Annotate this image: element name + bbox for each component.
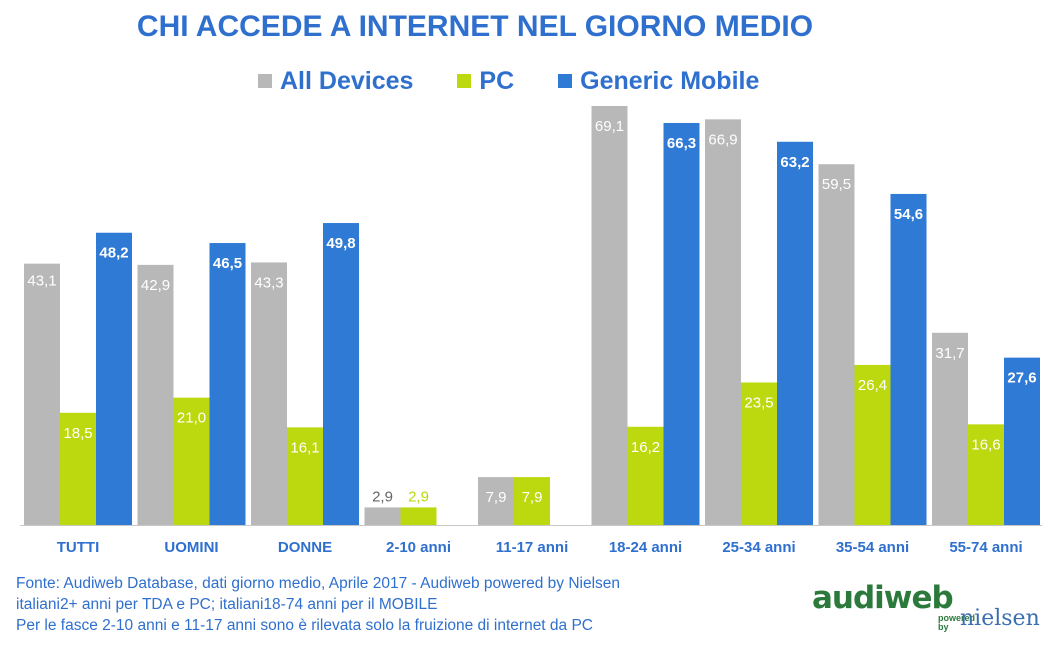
bar-pc xyxy=(400,507,437,525)
data-label: 43,3 xyxy=(254,274,283,291)
data-label: 27,6 xyxy=(1007,370,1036,387)
bar-pc xyxy=(514,477,550,525)
legend-swatch xyxy=(558,74,573,88)
legend-swatch xyxy=(258,74,272,88)
bar-generic-mobile xyxy=(890,193,927,526)
logo-wordmark: audiweb xyxy=(812,580,954,616)
bar-all-devices xyxy=(24,263,60,525)
data-label: 43,1 xyxy=(27,273,56,290)
data-label: 66,3 xyxy=(667,135,696,152)
chart-title: CHI ACCEDE A INTERNET NEL GIORNO MEDIO xyxy=(136,10,814,43)
footer-source: Fonte: Audiweb Database, dati giorno med… xyxy=(16,575,621,592)
data-label: 59,5 xyxy=(822,176,851,193)
category-label: 55-74 anni xyxy=(949,539,1022,556)
legend-label: PC xyxy=(479,66,515,95)
legend-swatch xyxy=(457,74,472,88)
data-label: 69,1 xyxy=(595,118,624,135)
bar-pc xyxy=(854,364,891,525)
category-label: 11-17 anni xyxy=(496,539,569,556)
legend-item: PC xyxy=(457,67,514,96)
category-label: 35-54 anni xyxy=(836,539,909,556)
bar-generic-mobile xyxy=(209,243,246,526)
bar-pc xyxy=(173,397,210,525)
logo-powered-by: powered by xyxy=(938,613,976,632)
data-label: 18,5 xyxy=(63,425,92,442)
data-label: 63,2 xyxy=(780,154,809,171)
bar-pc xyxy=(287,427,323,525)
legend-item: All Devices xyxy=(258,67,413,96)
data-label: 7,9 xyxy=(486,489,507,506)
bar-all-devices xyxy=(478,477,514,525)
category-label: 18-24 anni xyxy=(609,539,682,556)
bar-all-devices xyxy=(705,119,741,525)
category-label: TUTTI xyxy=(57,539,100,556)
data-label: 2,9 xyxy=(372,488,393,505)
bar-all-devices xyxy=(137,264,174,525)
legend-label: All Devices xyxy=(280,66,414,95)
logo-nielsen: nielsen xyxy=(960,606,1040,631)
data-label: 21,0 xyxy=(177,410,206,427)
bar-generic-mobile xyxy=(96,232,132,525)
bar-generic-mobile xyxy=(323,223,359,526)
data-label: 26,4 xyxy=(858,377,887,394)
data-label: 16,2 xyxy=(631,439,660,456)
bar-pc xyxy=(627,426,664,525)
legend-label: Generic Mobile xyxy=(580,66,760,95)
data-label: 7,9 xyxy=(522,489,543,506)
data-label: 16,6 xyxy=(971,436,1000,453)
bar-generic-mobile xyxy=(1004,357,1040,525)
data-label: 54,6 xyxy=(894,206,923,223)
data-label: 42,9 xyxy=(141,277,170,294)
footer-note: Per le fasce 2-10 anni e 11-17 anni sono… xyxy=(16,617,594,634)
category-label: 2-10 anni xyxy=(386,539,451,556)
legend-item: Generic Mobile xyxy=(558,67,759,96)
data-label: 46,5 xyxy=(213,255,242,272)
bar-all-devices xyxy=(818,164,855,525)
data-label: 31,7 xyxy=(935,345,964,362)
bar-all-devices xyxy=(251,262,287,525)
data-label: 48,2 xyxy=(99,245,128,262)
footer-population: italiani2+ anni per TDA e PC; italiani18… xyxy=(16,596,438,613)
bar-all-devices xyxy=(364,507,401,525)
bar-generic-mobile xyxy=(777,141,813,525)
category-label: DONNE xyxy=(278,539,332,556)
bar-generic-mobile xyxy=(663,122,700,525)
audiweb-logo: audiweb powered by nielsen xyxy=(812,580,1042,636)
bar-all-devices xyxy=(591,106,628,525)
category-label: 25-34 anni xyxy=(722,539,795,556)
bar-pc xyxy=(741,382,777,525)
bar-all-devices xyxy=(932,332,968,525)
data-label: 23,5 xyxy=(744,395,773,412)
data-label: 49,8 xyxy=(326,235,355,252)
data-label: 16,1 xyxy=(290,439,319,456)
legend: All Devices PC Generic Mobile xyxy=(258,64,803,98)
data-label: 66,9 xyxy=(708,131,737,148)
bar-pc xyxy=(60,412,96,525)
category-label: UOMINI xyxy=(164,539,218,556)
bar-pc xyxy=(968,424,1004,525)
data-label: 2,9 xyxy=(408,488,429,505)
